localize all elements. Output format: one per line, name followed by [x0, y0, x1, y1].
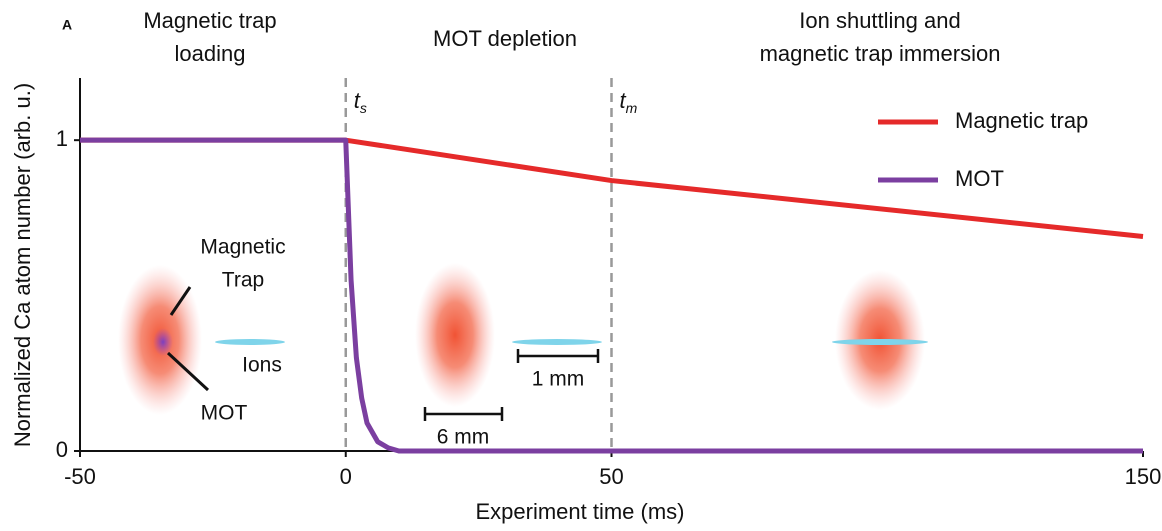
event-label-sub: m — [626, 100, 638, 116]
ion-image — [512, 339, 602, 345]
section-title: Ion shuttling and — [799, 8, 960, 33]
x-tick-label: -50 — [64, 464, 96, 489]
x-tick-label: 150 — [1125, 464, 1162, 489]
scale-bar — [516, 349, 600, 363]
ion-image — [215, 339, 285, 345]
y-tick-label: 0 — [56, 437, 68, 462]
pointer — [166, 351, 210, 392]
y-axis-label: Normalized Ca atom number (arb. u.) — [10, 83, 35, 447]
event-label: ts — [354, 88, 367, 116]
annotation: MOT — [201, 402, 248, 425]
event-label: tm — [620, 88, 638, 116]
section-title: MOT depletion — [433, 26, 577, 51]
y-tick-label: 1 — [56, 126, 68, 151]
legend-label: Magnetic trap — [955, 108, 1088, 133]
x-axis-label: Experiment time (ms) — [475, 499, 684, 524]
ion-image — [832, 339, 928, 345]
section-title: Magnetic trap — [143, 8, 276, 33]
event-label-sub: s — [360, 100, 367, 116]
annotation: Ions — [242, 354, 282, 377]
annotation: Magnetic — [200, 236, 285, 259]
panel-letter: A — [62, 17, 72, 33]
annotation: Trap — [222, 269, 264, 292]
series-line — [80, 137, 1143, 454]
x-tick-label: 0 — [340, 464, 352, 489]
mot-image — [153, 328, 173, 356]
event-label-main: t — [354, 88, 361, 113]
cloud-image — [415, 263, 495, 407]
section-title: loading — [175, 41, 246, 66]
event-label-main: t — [620, 88, 627, 113]
legend-label: MOT — [955, 166, 1004, 191]
scale-bar — [423, 407, 504, 421]
pointer — [169, 286, 192, 316]
annotation: 6 mm — [437, 426, 490, 449]
x-tick-label: 50 — [599, 464, 623, 489]
section-title: magnetic trap immersion — [760, 41, 1001, 66]
annotation: 1 mm — [532, 368, 585, 391]
